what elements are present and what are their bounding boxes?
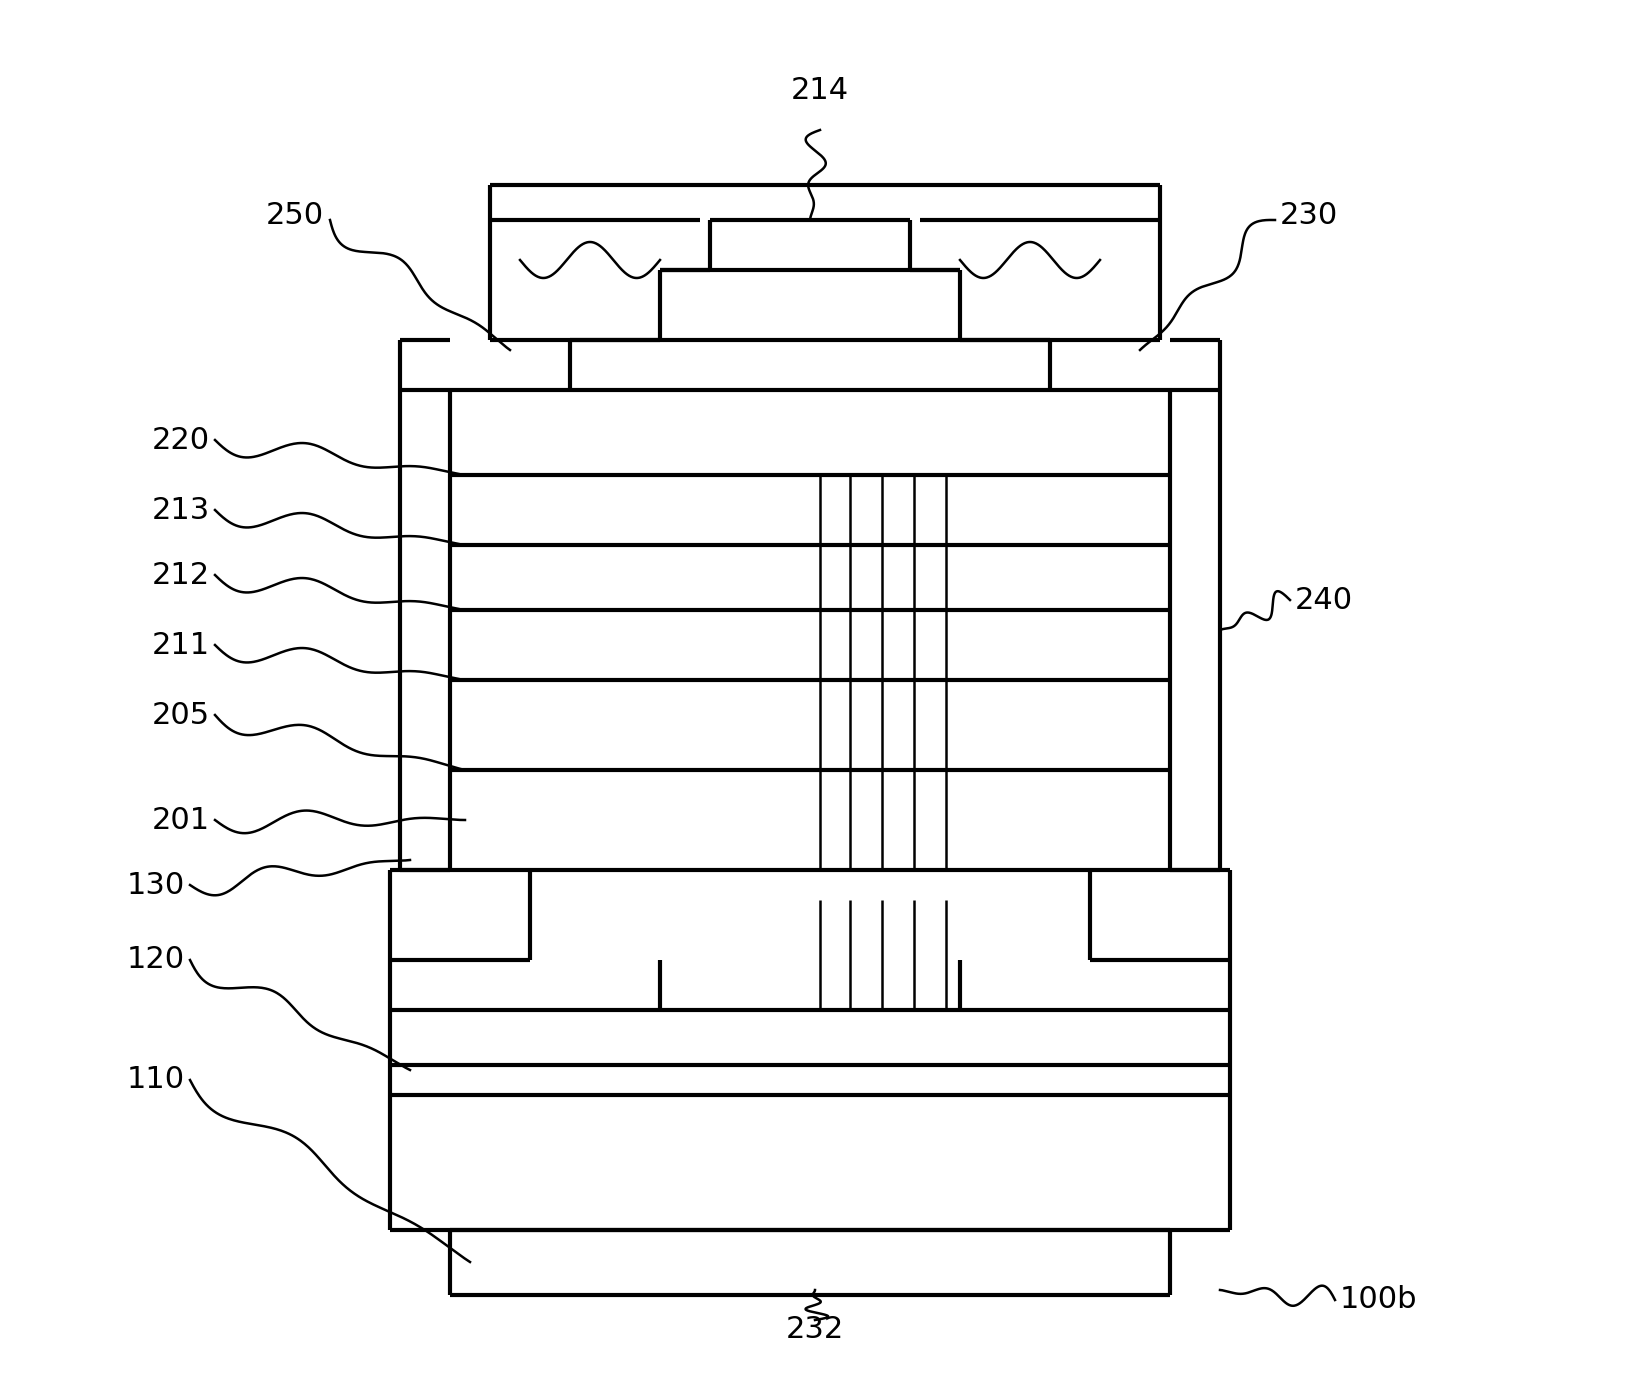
Text: 232: 232 [786, 1316, 844, 1345]
Text: 211: 211 [152, 631, 210, 660]
Text: 212: 212 [152, 561, 210, 590]
Text: 220: 220 [152, 425, 210, 455]
Text: 130: 130 [127, 870, 184, 899]
Text: 240: 240 [1294, 586, 1353, 615]
Text: 201: 201 [152, 806, 210, 835]
Text: 230: 230 [1280, 201, 1338, 230]
Text: 213: 213 [152, 495, 210, 524]
Text: 214: 214 [791, 76, 849, 104]
Text: 110: 110 [127, 1066, 184, 1094]
Text: 250: 250 [266, 201, 324, 230]
Text: 100b: 100b [1340, 1286, 1418, 1314]
Text: 205: 205 [152, 700, 210, 730]
Text: 120: 120 [127, 946, 184, 975]
